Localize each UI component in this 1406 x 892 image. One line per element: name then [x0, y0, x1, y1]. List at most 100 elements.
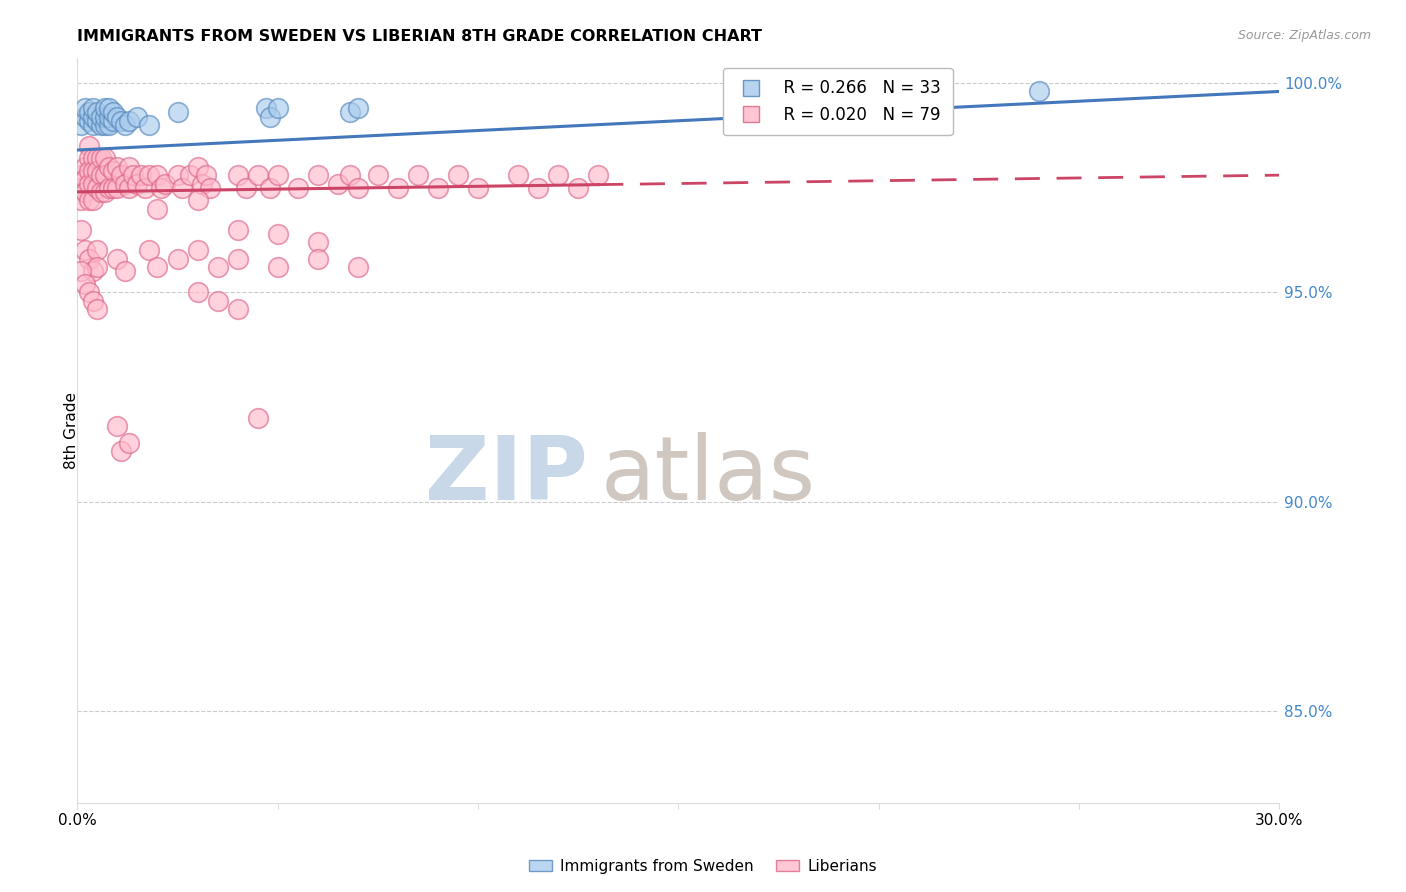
Point [82, 110, 104, 124]
Point [86, 180, 108, 194]
Point [103, 164, 125, 178]
Point [166, 168, 188, 182]
Point [127, 177, 149, 191]
Point [114, 177, 136, 191]
Point [138, 244, 160, 258]
Text: Source: ZipAtlas.com: Source: ZipAtlas.com [1237, 29, 1371, 42]
Point [103, 105, 125, 120]
Point [82, 118, 104, 132]
Point [187, 285, 209, 300]
Point [339, 168, 361, 182]
Point [90, 168, 112, 182]
Point [107, 160, 129, 174]
Point [118, 180, 141, 194]
Point [406, 168, 429, 182]
Point [94, 101, 117, 115]
Point [347, 180, 370, 194]
Point [226, 168, 249, 182]
Point [118, 160, 141, 174]
Point [110, 168, 132, 182]
Point [82, 193, 104, 207]
Point [70, 222, 93, 236]
Point [79, 105, 101, 120]
Point [75, 172, 97, 186]
Point [86, 113, 108, 128]
Point [90, 152, 112, 166]
Point [118, 113, 141, 128]
Text: atlas: atlas [600, 432, 815, 518]
Point [150, 180, 173, 194]
Point [127, 110, 149, 124]
Y-axis label: 8th Grade: 8th Grade [65, 392, 79, 469]
Point [107, 180, 129, 194]
Point [267, 168, 290, 182]
Point [75, 160, 97, 174]
Point [170, 180, 193, 194]
Point [75, 101, 97, 115]
Point [226, 222, 249, 236]
Point [254, 101, 277, 115]
Point [267, 227, 290, 241]
Point [79, 252, 101, 266]
Point [339, 105, 361, 120]
Point [86, 164, 108, 178]
Point [79, 139, 101, 153]
Point [190, 177, 212, 191]
Point [307, 252, 329, 266]
Point [134, 180, 156, 194]
Point [146, 168, 169, 182]
Point [246, 410, 269, 425]
Point [166, 105, 188, 120]
Point [326, 177, 349, 191]
Point [110, 444, 132, 458]
Point [82, 264, 104, 278]
Point [75, 244, 97, 258]
Point [187, 244, 209, 258]
Point [166, 252, 188, 266]
Point [267, 260, 290, 275]
Point [103, 113, 125, 128]
Point [79, 152, 101, 166]
Legend:   R = 0.266   N = 33,   R = 0.020   N = 79: R = 0.266 N = 33, R = 0.020 N = 79 [723, 68, 952, 136]
Point [347, 101, 370, 115]
Point [527, 180, 550, 194]
Point [226, 252, 249, 266]
Point [226, 301, 249, 316]
Point [94, 168, 117, 182]
Point [307, 168, 329, 182]
Point [588, 168, 610, 182]
Point [75, 185, 97, 199]
Point [259, 110, 281, 124]
Point [94, 118, 117, 132]
Point [75, 277, 97, 291]
Point [138, 118, 160, 132]
Point [307, 235, 329, 249]
Point [1028, 85, 1050, 99]
Point [82, 293, 104, 308]
Point [107, 419, 129, 434]
Point [82, 177, 104, 191]
Point [131, 168, 153, 182]
Point [86, 260, 108, 275]
Point [82, 101, 104, 115]
Point [146, 202, 169, 216]
Point [179, 168, 201, 182]
Point [98, 101, 121, 115]
Point [98, 180, 121, 194]
Point [235, 180, 257, 194]
Point [90, 110, 112, 124]
Point [146, 260, 169, 275]
Point [90, 118, 112, 132]
Point [82, 164, 104, 178]
Point [387, 180, 409, 194]
Point [70, 180, 93, 194]
Point [198, 180, 221, 194]
Point [107, 110, 129, 124]
Point [187, 160, 209, 174]
Point [467, 180, 489, 194]
Point [86, 244, 108, 258]
Point [86, 152, 108, 166]
Point [79, 285, 101, 300]
Point [110, 113, 132, 128]
Text: ZIP: ZIP [426, 432, 588, 518]
